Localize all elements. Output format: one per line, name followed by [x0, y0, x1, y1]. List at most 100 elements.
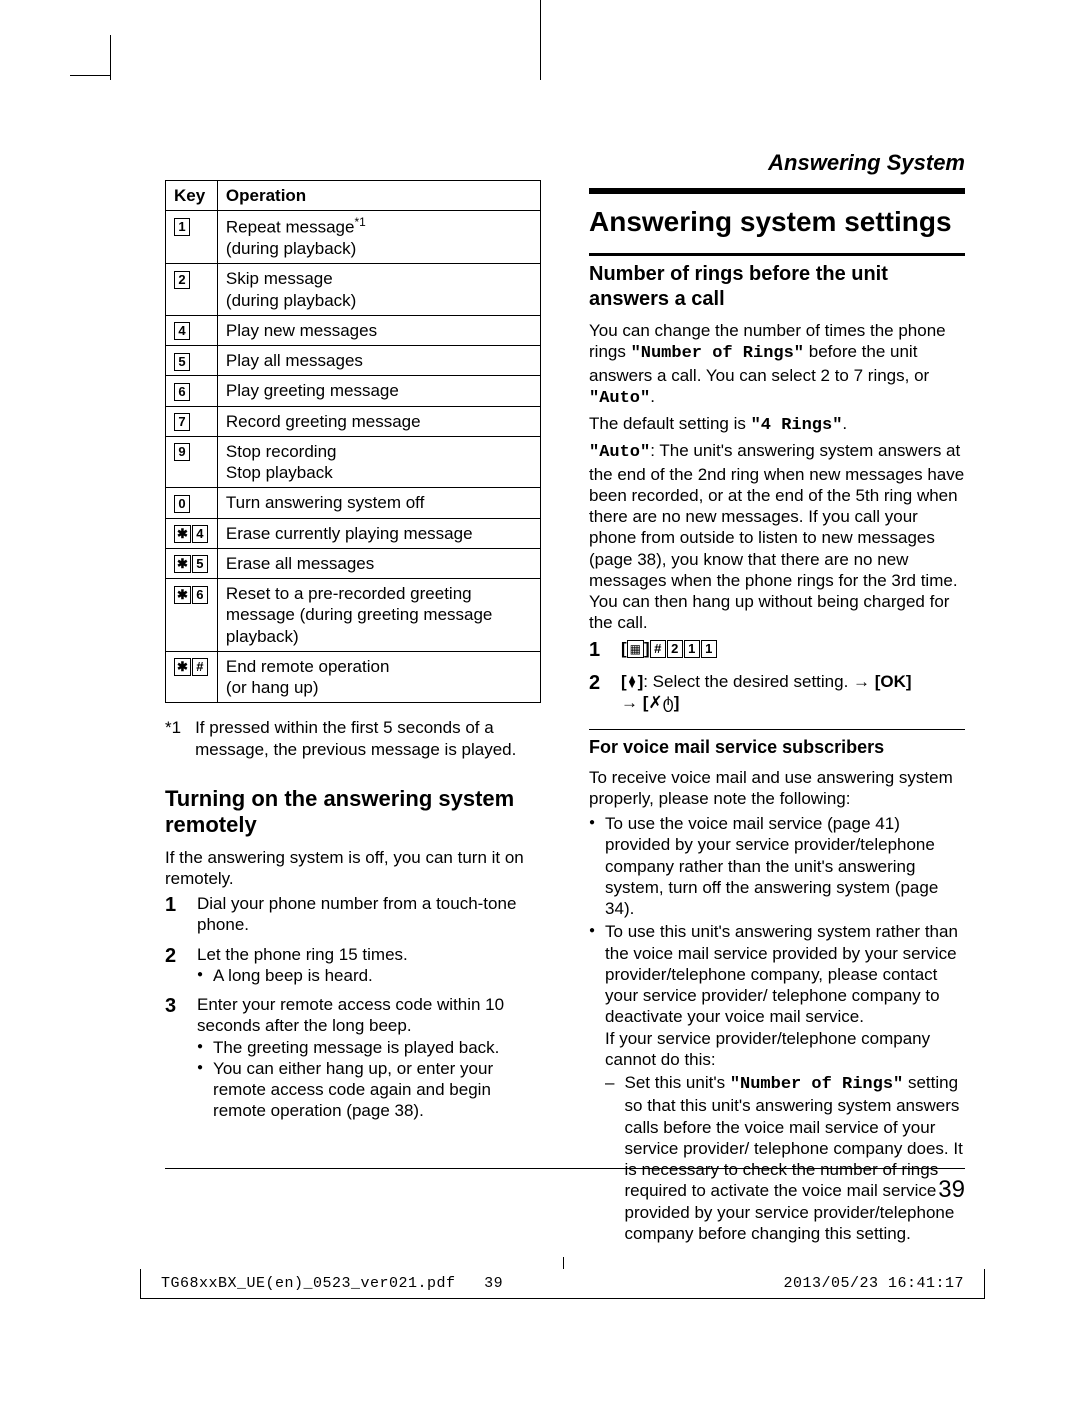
rings-paragraph-1: You can change the number of times the p…	[589, 320, 965, 409]
print-footer: TG68xxBX_UE(en)_0523_ver021.pdf 39 2013/…	[140, 1269, 985, 1299]
table-row: 1 Repeat message*1(during playback)	[166, 211, 541, 264]
table-row: ✱#End remote operation(or hang up)	[166, 651, 541, 703]
table-row: ✱5Erase all messages	[166, 548, 541, 578]
voicemail-bullet-2: To use this unit's answering system rath…	[589, 921, 965, 1244]
key-icon: 6	[174, 383, 190, 401]
key-icon: 6	[192, 586, 208, 604]
crop-mark	[110, 35, 111, 80]
key-operation-table: Key Operation 1 Repeat message*1(during p…	[165, 180, 541, 703]
key-icon: 2	[667, 640, 683, 658]
footnote-text: If pressed within the first 5 seconds of…	[195, 717, 541, 760]
table-row: 5 Play all messages	[166, 346, 541, 376]
step-2-text: Let the phone ring 15 times.	[197, 944, 408, 965]
step-3-bullet-1: The greeting message is played back.	[197, 1037, 541, 1058]
key-icon: ✱	[174, 586, 191, 604]
operation-cell: Play new messages	[217, 315, 540, 345]
operation-cell: Record greeting message	[217, 406, 540, 436]
heading-voicemail: For voice mail service subscribers	[589, 736, 965, 759]
heading-rings: Number of rings before the unit answers …	[589, 262, 965, 312]
heading-turning-on: Turning on the answering system remotely	[165, 786, 541, 839]
footer-page: 39	[484, 1275, 503, 1292]
key-icon: 4	[192, 525, 208, 543]
key-cell: ✱6	[166, 579, 218, 652]
key-cell: 0	[166, 488, 218, 518]
operation-cell: Erase all messages	[217, 548, 540, 578]
table-row: ✱4Erase currently playing message	[166, 518, 541, 548]
key-icon: ✱	[174, 555, 191, 573]
key-icon: 1	[174, 218, 190, 236]
operation-cell: Reset to a pre-recorded greeting message…	[217, 579, 540, 652]
footnote: *1 If pressed within the first 5 seconds…	[165, 717, 541, 760]
step-1: Dial your phone number from a touch-tone…	[165, 893, 541, 936]
th-key: Key	[166, 181, 218, 211]
step-1-text: Dial your phone number from a touch-tone…	[197, 893, 541, 936]
crop-mark	[563, 1257, 564, 1269]
voicemail-intro: To receive voice mail and use answering …	[589, 767, 965, 810]
remote-steps: Dial your phone number from a touch-tone…	[165, 893, 541, 1122]
key-icon: 5	[174, 353, 190, 371]
rule-thick	[589, 188, 965, 194]
key-icon: 1	[684, 640, 700, 658]
end-call-icon: ✗ტ	[648, 693, 673, 712]
rings-auto: "Auto": The unit's answering system answ…	[589, 440, 965, 633]
intro-text: If the answering system is off, you can …	[165, 847, 541, 890]
operation-cell: Erase currently playing message	[217, 518, 540, 548]
left-column: Key Operation 1 Repeat message*1(during p…	[165, 150, 541, 1144]
key-icon: 1	[701, 640, 717, 658]
key-icon: 9	[174, 443, 190, 461]
key-cell: 6	[166, 376, 218, 406]
key-cell: ✱#	[166, 651, 218, 703]
step-2-bullet: A long beep is heard.	[197, 965, 408, 986]
key-icon: #	[192, 658, 208, 676]
page-body: Key Operation 1 Repeat message*1(during p…	[165, 150, 965, 1144]
table-row: 7Record greeting message	[166, 406, 541, 436]
key-icon: 0	[174, 495, 190, 513]
rule-thin	[589, 729, 965, 730]
up-down-icon: ▲▼	[627, 676, 638, 688]
operation-cell: Play all messages	[217, 346, 540, 376]
key-cell: 4	[166, 315, 218, 345]
operation-cell: Play greeting message	[217, 376, 540, 406]
voicemail-bullet-1: To use the voice mail service (page 41) …	[589, 813, 965, 919]
bottom-rule	[165, 1168, 965, 1169]
step-3-bullet-2: You can either hang up, or enter your re…	[197, 1058, 541, 1122]
key-cell: 5	[166, 346, 218, 376]
key-cell: 7	[166, 406, 218, 436]
operation-cell: Repeat message*1(during playback)	[217, 211, 540, 264]
operation-cell: Skip message(during playback)	[217, 264, 540, 316]
menu-icon: ▦	[627, 640, 644, 658]
key-icon: #	[650, 640, 666, 658]
table-row: 6 Play greeting message	[166, 376, 541, 406]
key-cell: ✱4	[166, 518, 218, 548]
table-row: 9 Stop recordingStop playback	[166, 436, 541, 488]
step-3: Enter your remote access code within 10 …	[165, 994, 541, 1122]
right-column: Answering system settings Number of ring…	[589, 150, 965, 1144]
rule-mid	[589, 253, 965, 256]
settings-step-1: [▦]#211	[589, 638, 965, 663]
ok-label: [OK]	[875, 672, 912, 691]
settings-steps: [▦]#211 [▲▼]: Select the desired setting…	[589, 638, 965, 714]
footer-filename: TG68xxBX_UE(en)_0523_ver021.pdf	[161, 1275, 456, 1292]
heading-settings: Answering system settings	[589, 204, 965, 239]
key-cell: 9	[166, 436, 218, 488]
key-icon: 2	[174, 271, 190, 289]
key-icon: 5	[192, 555, 208, 573]
step-3-text: Enter your remote access code within 10 …	[197, 994, 541, 1037]
crop-mark	[70, 75, 110, 76]
voicemail-bullets: To use the voice mail service (page 41) …	[589, 813, 965, 1244]
table-row: 4 Play new messages	[166, 315, 541, 345]
table-row: 2 Skip message(during playback)	[166, 264, 541, 316]
table-row: 0 Turn answering system off	[166, 488, 541, 518]
arrow-icon: →	[621, 693, 643, 712]
operation-cell: Stop recordingStop playback	[217, 436, 540, 488]
th-operation: Operation	[217, 181, 540, 211]
page-number: 39	[938, 1176, 965, 1204]
operation-cell: Turn answering system off	[217, 488, 540, 518]
key-cell: ✱5	[166, 548, 218, 578]
table-row: ✱6Reset to a pre-recorded greeting messa…	[166, 579, 541, 652]
voicemail-dash-1: Set this unit's "Number of Rings" settin…	[605, 1072, 965, 1244]
key-icon: 4	[174, 322, 190, 340]
arrow-icon: →	[853, 672, 875, 691]
key-sequence: [▦]#211	[621, 638, 718, 663]
key-cell: 2	[166, 264, 218, 316]
